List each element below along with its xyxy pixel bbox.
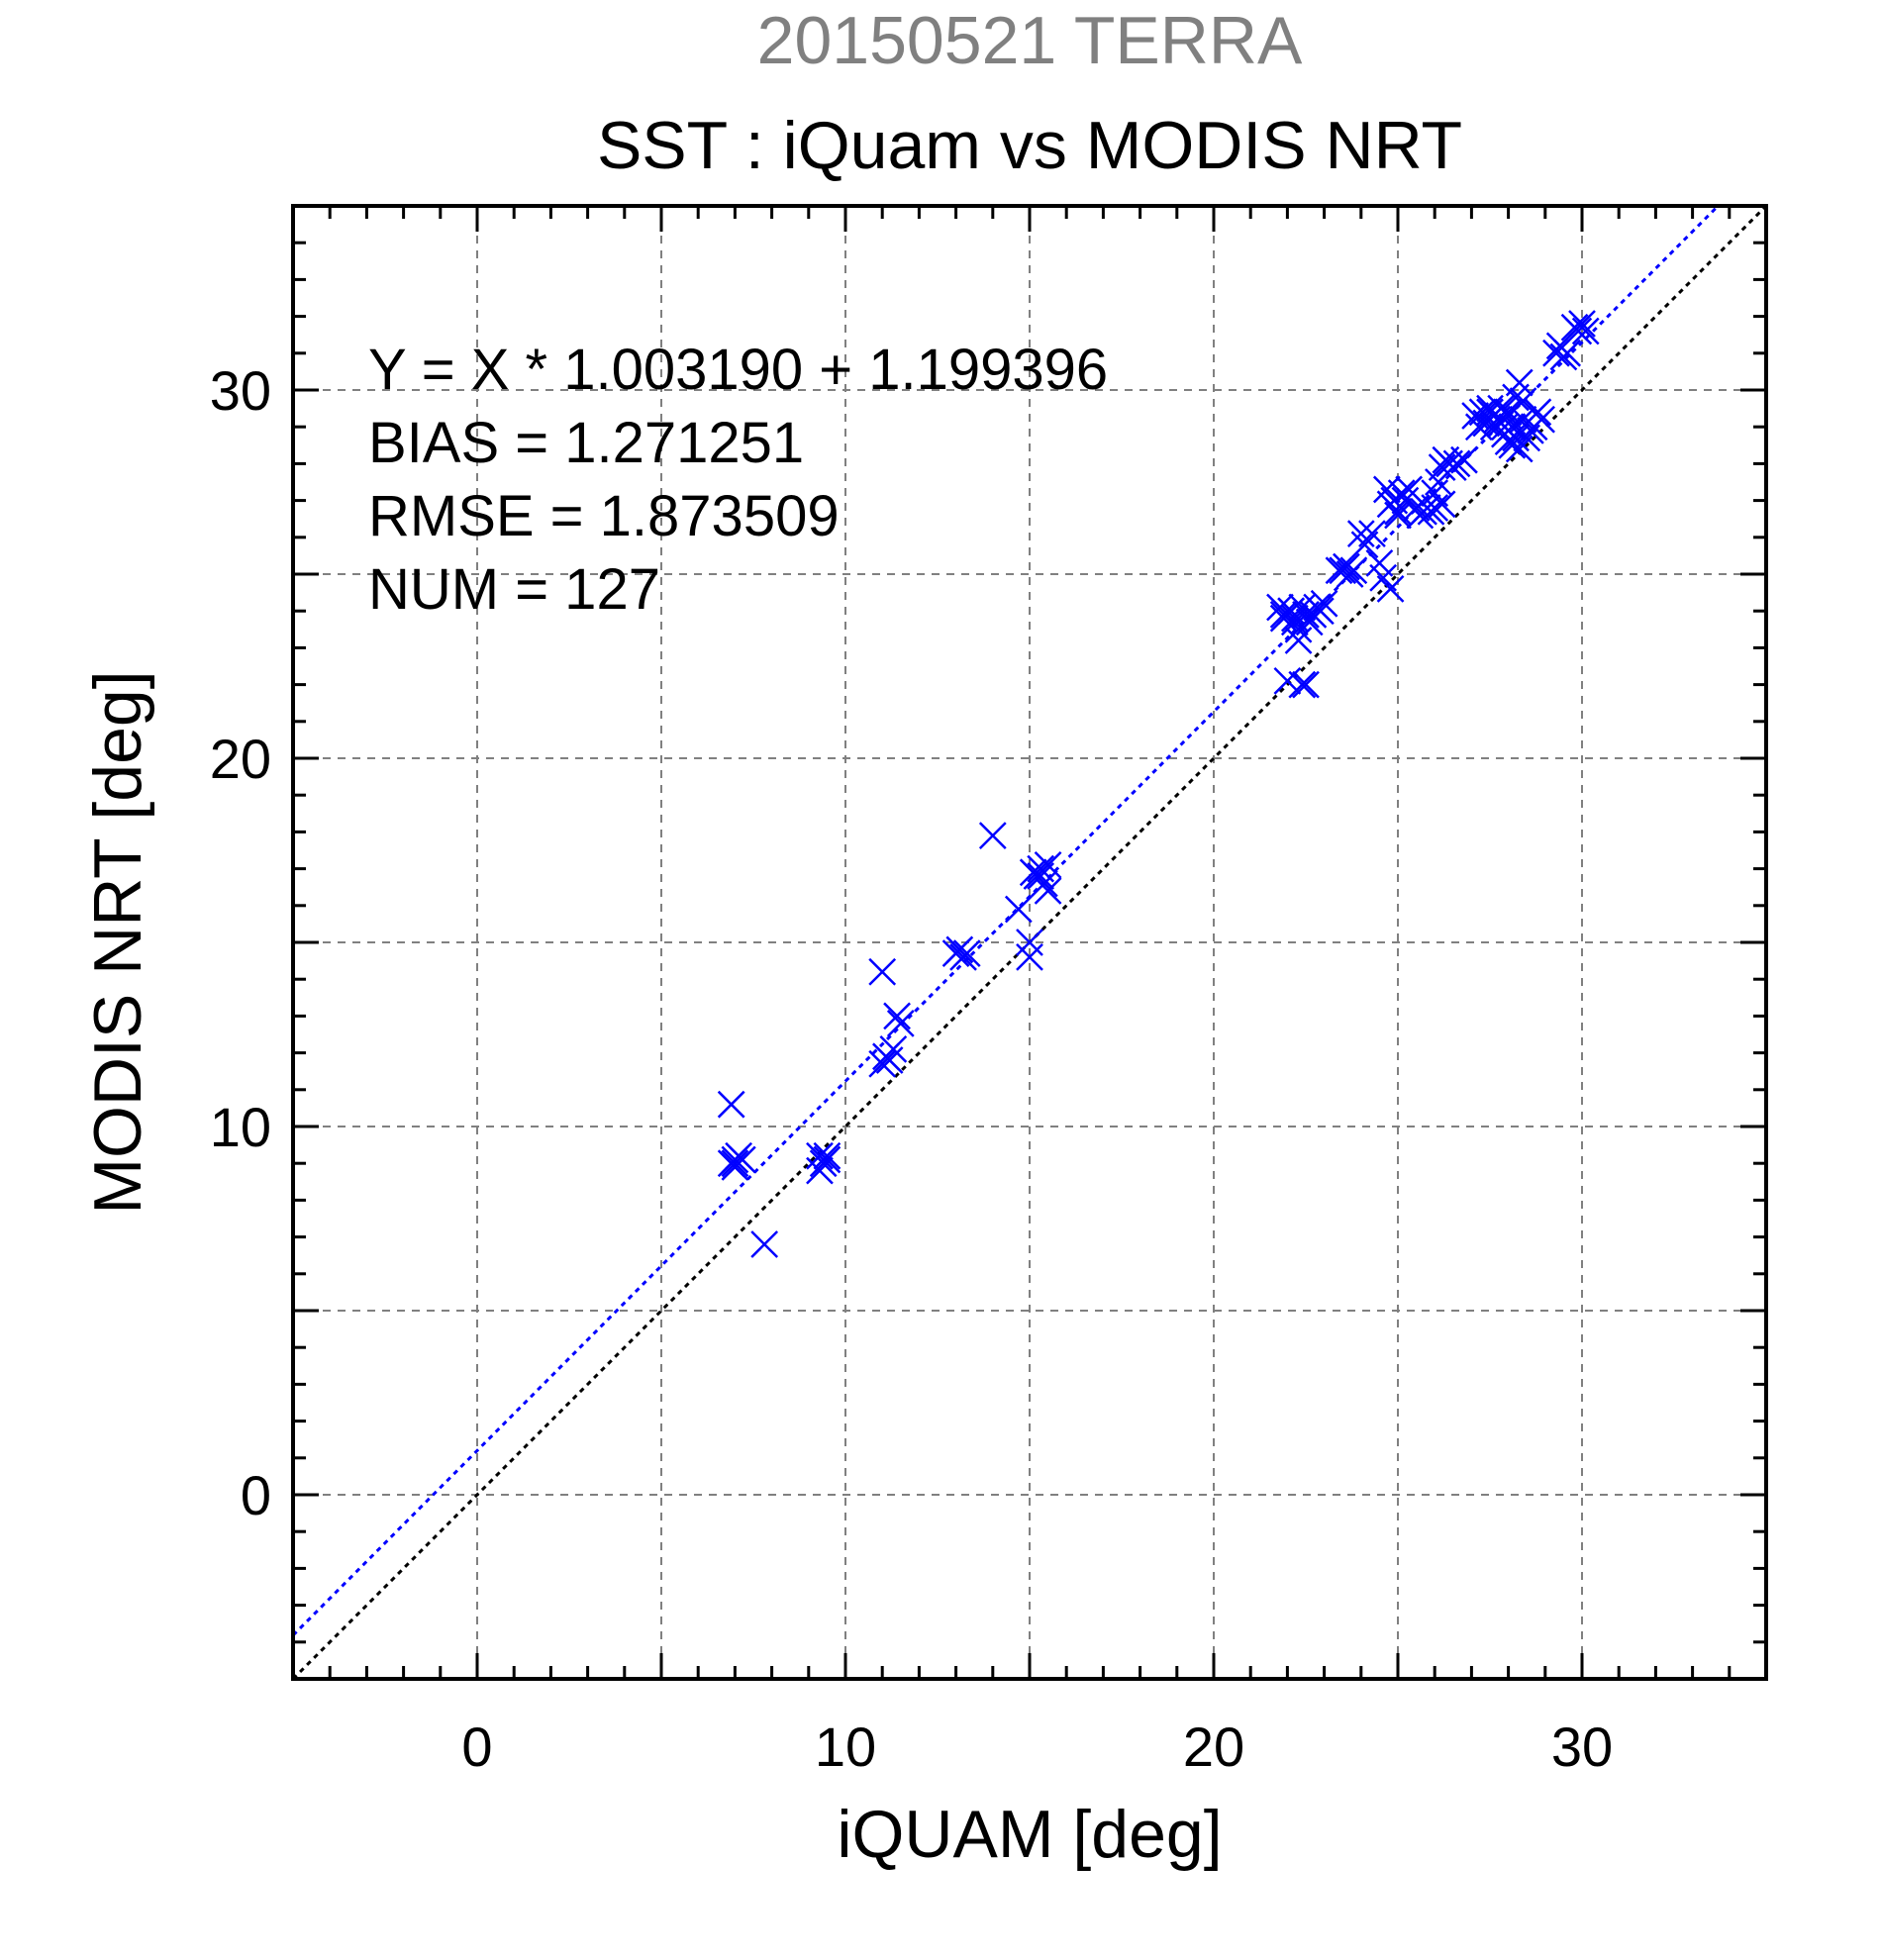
chart-title: 20150521 TERRA <box>757 3 1303 78</box>
data-point <box>1306 597 1335 626</box>
data-point <box>813 1141 842 1170</box>
y-tick-label: 0 <box>241 1464 271 1526</box>
data-point <box>1490 420 1519 448</box>
data-point <box>883 1002 911 1030</box>
data-point <box>806 1156 834 1185</box>
data-point <box>949 942 977 971</box>
grid-lines <box>293 206 1766 1679</box>
data-point <box>1350 531 1379 559</box>
data-point <box>868 1049 897 1078</box>
data-point <box>1442 449 1471 478</box>
data-point <box>806 1141 834 1170</box>
data-point <box>717 1090 745 1119</box>
y-tick-labels: 0 10 20 30 <box>210 359 271 1526</box>
data-point <box>1339 556 1368 585</box>
data-point <box>1027 862 1055 890</box>
data-point <box>978 822 1007 850</box>
data-point <box>1346 520 1375 547</box>
data-point <box>1402 494 1431 522</box>
data-point <box>1380 486 1409 515</box>
data-point <box>1568 310 1596 338</box>
y-tick-label: 20 <box>210 728 271 790</box>
data-point <box>750 1230 779 1258</box>
data-point <box>1277 597 1306 626</box>
data-point <box>1395 475 1424 504</box>
stats-annotation-line: NUM = 127 <box>368 557 660 622</box>
data-point <box>1292 670 1320 699</box>
y-tick-label: 30 <box>210 359 271 422</box>
stats-annotation-line: BIAS = 1.271251 <box>368 411 804 475</box>
data-point <box>1333 552 1360 581</box>
data-point <box>1030 869 1058 898</box>
y-axis-label: MODIS NRT [deg] <box>80 670 155 1214</box>
data-point <box>1325 556 1353 585</box>
data-point <box>1034 877 1062 905</box>
data-point <box>886 1009 915 1037</box>
y-tick-label: 10 <box>210 1096 271 1158</box>
data-point <box>1517 417 1544 444</box>
data-point <box>721 1149 749 1178</box>
data-point <box>879 1034 908 1063</box>
data-point <box>1288 670 1317 699</box>
stats-annotations: Y = X * 1.003190 + 1.199396 BIAS = 1.2712… <box>368 338 1108 622</box>
data-point <box>1571 317 1600 345</box>
stats-annotation-line: RMSE = 1.873509 <box>368 484 840 548</box>
data-point <box>1502 424 1530 452</box>
data-point <box>1428 490 1456 519</box>
data-point <box>875 1046 904 1074</box>
data-point <box>1505 368 1534 397</box>
data-point <box>1509 387 1537 416</box>
x-tick-label: 10 <box>815 1715 876 1778</box>
stats-annotation-line: Y = X * 1.003190 + 1.199396 <box>368 338 1108 402</box>
data-point <box>1310 589 1338 618</box>
data-point <box>1542 339 1570 367</box>
data-point <box>868 957 897 986</box>
data-point <box>1284 627 1313 654</box>
chart-subtitle: SST : iQuam vs MODIS NRT <box>597 108 1462 183</box>
data-point <box>1524 398 1552 427</box>
data-point <box>717 1149 745 1178</box>
data-point <box>1376 574 1405 603</box>
x-tick-label: 30 <box>1551 1715 1613 1778</box>
x-tick-labels: 0 10 20 30 <box>461 1715 1613 1778</box>
data-point <box>1487 394 1516 423</box>
x-tick-label: 0 <box>461 1715 492 1778</box>
data-point <box>1564 317 1593 345</box>
data-points <box>717 310 1600 1258</box>
data-point <box>1476 394 1504 423</box>
data-point <box>1545 332 1574 360</box>
data-point <box>1464 413 1493 441</box>
data-point <box>1280 604 1309 633</box>
x-tick-label: 20 <box>1183 1715 1244 1778</box>
data-point <box>1016 942 1043 971</box>
data-point <box>1004 895 1033 924</box>
data-point <box>941 939 970 968</box>
x-axis-label: iQUAM [deg] <box>837 1797 1222 1872</box>
data-point <box>1016 929 1043 956</box>
data-point <box>1436 449 1463 478</box>
plot-frame <box>291 204 1768 1681</box>
